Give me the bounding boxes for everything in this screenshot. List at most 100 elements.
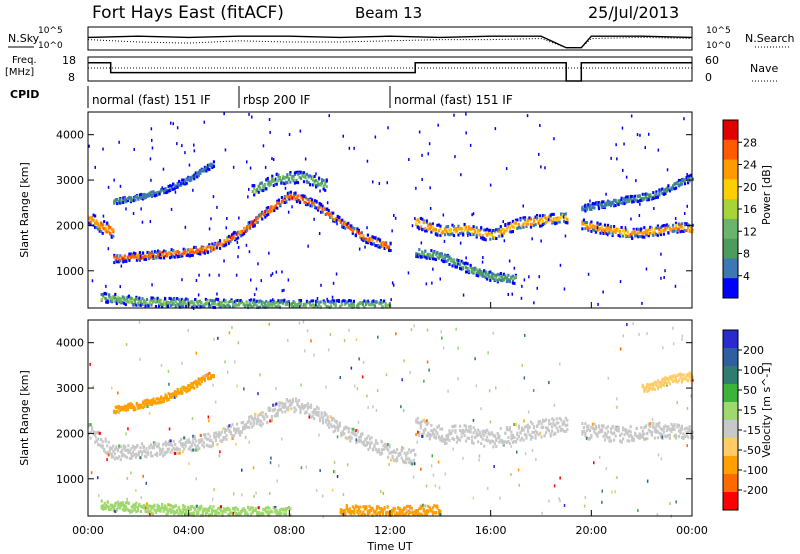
vel-cell-0 (269, 407, 272, 411)
vel-cell-0 (331, 418, 334, 422)
vel-cell-0 (186, 440, 189, 444)
vel-cell-1 (190, 382, 193, 386)
power-cell-4 (254, 303, 257, 307)
vel-cell-2 (165, 512, 168, 516)
vel-noise (614, 490, 616, 494)
vel-cell-0 (373, 444, 376, 448)
vel-cell-4 (424, 420, 427, 424)
vel-noise (357, 420, 360, 424)
vel-noise (257, 392, 259, 396)
power-ytick-label: 4000 (56, 129, 84, 142)
power-cell-1 (205, 249, 208, 253)
vel-cell-4 (501, 440, 504, 444)
power-cell-1 (194, 246, 197, 250)
vel-cell-5 (637, 436, 640, 440)
vel-cell-0 (131, 450, 134, 454)
vel-cell-1 (119, 408, 122, 412)
vel-noise (661, 435, 664, 439)
vel-cell-6 (674, 379, 678, 383)
power-cell-6 (449, 259, 453, 263)
power-cell-8 (587, 205, 590, 209)
power-noise (188, 163, 191, 167)
power-cell-8 (655, 196, 658, 199)
vel-noise (168, 427, 171, 431)
power-cell-4 (260, 300, 263, 304)
vel-cell-6 (662, 377, 665, 381)
vel-cell-3 (439, 509, 442, 513)
power-cell-7 (655, 233, 658, 237)
power-cell-5 (427, 224, 430, 228)
vel-cell-4 (452, 437, 456, 441)
vel-cell-4 (477, 433, 480, 437)
vel-cell-2 (124, 508, 127, 512)
power-cell-5 (545, 217, 548, 220)
vel-cell-2 (106, 504, 109, 508)
vel-noise (125, 343, 128, 346)
power-cell-0 (101, 223, 104, 227)
power-cell-5 (542, 223, 545, 227)
power-cell-4 (218, 301, 221, 304)
power-cell-1 (359, 231, 362, 235)
vel-cell-0 (251, 425, 254, 429)
power-cell-8 (679, 183, 682, 187)
vel-cell-0 (220, 439, 224, 443)
vel-cell-5 (671, 425, 675, 428)
vel-cell-0 (246, 420, 249, 424)
vel-cell-5 (662, 427, 665, 430)
power-cell-1 (289, 194, 292, 198)
vel-cell-2 (204, 507, 207, 511)
power-cell-8 (655, 192, 658, 196)
vel-cell-4 (451, 425, 454, 429)
power-cell-4 (351, 302, 354, 306)
power-cell-4 (215, 297, 218, 301)
power-cell-7 (606, 226, 610, 230)
power-cell-5 (539, 218, 542, 222)
vel-cell-3 (381, 509, 385, 513)
vel-cell-4 (560, 427, 563, 431)
power-cell-8 (584, 209, 587, 213)
power-cell-1 (371, 235, 374, 239)
vel-cell-5 (594, 426, 598, 430)
power-cell-8 (617, 200, 620, 204)
power-cell-6 (499, 278, 502, 282)
vel-cell-0 (293, 410, 296, 414)
power-cell-1 (117, 256, 120, 260)
power-cell-8 (584, 206, 587, 210)
power-cell-2 (263, 183, 266, 186)
vel-cell-4 (539, 420, 542, 423)
power-cell-6 (511, 279, 514, 283)
power-noise (427, 152, 429, 156)
vel-noise (275, 386, 277, 390)
power-cell-8 (594, 201, 598, 205)
power-cell-5 (425, 229, 428, 233)
power-cell-4 (182, 299, 185, 303)
vel-noise (516, 450, 518, 454)
vel-cell-4 (502, 442, 505, 446)
power-cell-0 (98, 229, 101, 233)
power-noise (367, 299, 369, 303)
vel-noise (676, 401, 678, 405)
power-cell-1 (155, 256, 158, 260)
power-cell-3 (155, 193, 158, 197)
vel-cell-5 (611, 432, 614, 436)
vel-cell-0 (190, 449, 193, 453)
power-cell-7 (596, 224, 599, 228)
vel-cell-5 (603, 431, 607, 435)
vel-cell-0 (359, 432, 362, 436)
vel-cell-0 (156, 454, 159, 458)
power-cell-6 (418, 248, 421, 252)
vel-cell-0 (101, 446, 104, 450)
power-cell-7 (644, 233, 647, 236)
vel-cell-4 (437, 436, 440, 440)
power-cell-1 (249, 224, 252, 228)
power-cell-4 (269, 303, 272, 307)
power-cell-1 (375, 239, 379, 243)
vel-cell-3 (385, 511, 388, 515)
vel-cell-4 (463, 430, 466, 434)
power-cell-7 (608, 231, 611, 235)
power-cell-5 (448, 230, 451, 234)
vel-cell-2 (212, 505, 215, 509)
power-cell-4 (309, 300, 312, 304)
power-cell-4 (168, 301, 171, 305)
vel-cell-3 (372, 510, 376, 514)
